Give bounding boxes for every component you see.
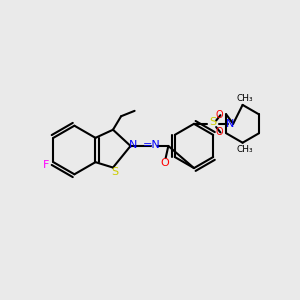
Text: N: N <box>129 140 137 150</box>
Text: O: O <box>216 128 224 137</box>
Text: F: F <box>43 160 50 170</box>
Text: CH₃: CH₃ <box>237 145 253 154</box>
Text: S: S <box>111 167 118 177</box>
Text: O: O <box>160 158 169 169</box>
Text: O: O <box>216 110 224 120</box>
Text: CH₃: CH₃ <box>237 94 253 103</box>
Text: =N: =N <box>143 140 161 150</box>
Text: N: N <box>226 119 235 129</box>
Text: S: S <box>209 118 217 128</box>
